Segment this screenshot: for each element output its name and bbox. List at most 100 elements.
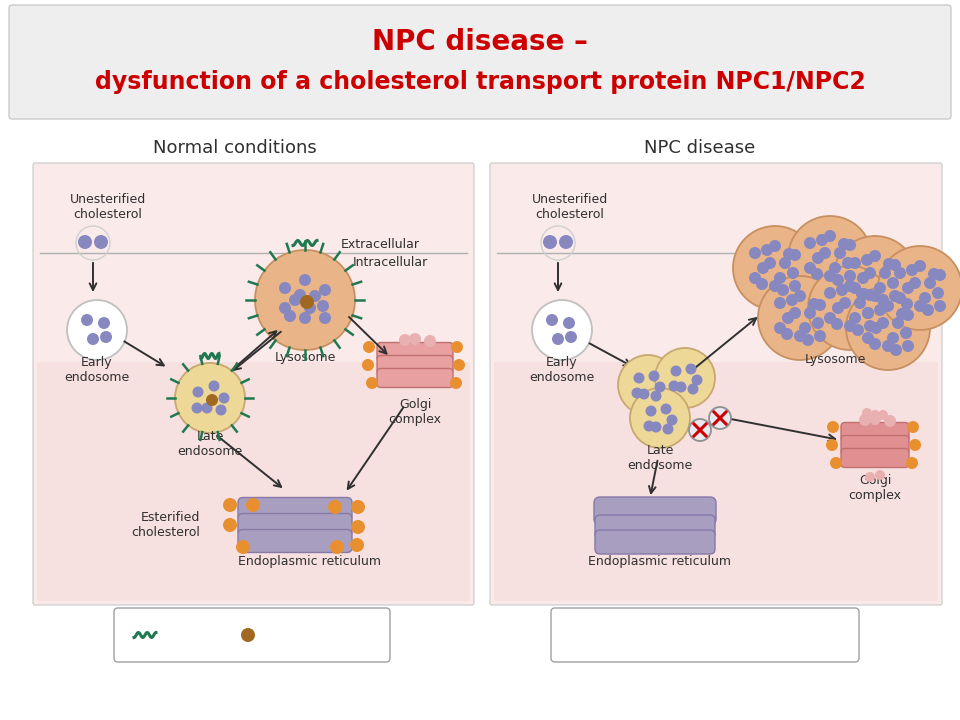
Circle shape xyxy=(366,377,378,389)
Circle shape xyxy=(87,333,99,345)
Circle shape xyxy=(922,304,934,316)
Circle shape xyxy=(733,226,817,310)
Circle shape xyxy=(330,540,344,554)
Circle shape xyxy=(824,312,836,324)
Circle shape xyxy=(864,267,876,279)
Circle shape xyxy=(819,247,831,259)
Circle shape xyxy=(279,302,291,314)
Circle shape xyxy=(685,364,697,374)
Text: Golgi
complex: Golgi complex xyxy=(389,398,442,426)
Circle shape xyxy=(223,518,237,532)
Circle shape xyxy=(869,413,881,425)
Circle shape xyxy=(849,257,861,269)
Circle shape xyxy=(94,235,108,249)
Circle shape xyxy=(632,387,642,398)
Circle shape xyxy=(764,257,776,269)
FancyBboxPatch shape xyxy=(114,608,390,662)
Circle shape xyxy=(834,247,846,259)
Circle shape xyxy=(799,322,811,334)
Circle shape xyxy=(906,457,918,469)
Circle shape xyxy=(884,415,896,427)
Circle shape xyxy=(319,312,331,324)
Circle shape xyxy=(874,282,886,294)
Circle shape xyxy=(175,363,245,433)
Circle shape xyxy=(559,235,573,249)
Circle shape xyxy=(804,262,816,274)
Circle shape xyxy=(709,407,731,429)
Circle shape xyxy=(756,278,768,290)
Circle shape xyxy=(844,320,856,332)
Circle shape xyxy=(826,439,838,451)
Text: Lysosome: Lysosome xyxy=(275,351,336,364)
Circle shape xyxy=(804,237,816,249)
Circle shape xyxy=(78,235,92,249)
Circle shape xyxy=(668,380,680,392)
Circle shape xyxy=(655,382,665,392)
Circle shape xyxy=(363,341,375,353)
Circle shape xyxy=(450,377,462,389)
Circle shape xyxy=(362,359,374,371)
Circle shape xyxy=(832,274,844,286)
Circle shape xyxy=(811,268,823,280)
Circle shape xyxy=(836,284,848,296)
Circle shape xyxy=(649,371,660,382)
Circle shape xyxy=(761,244,773,256)
FancyBboxPatch shape xyxy=(841,436,909,454)
Circle shape xyxy=(832,302,844,314)
Circle shape xyxy=(424,335,436,347)
Text: Extracellular: Extracellular xyxy=(341,238,420,251)
Circle shape xyxy=(634,372,644,384)
Circle shape xyxy=(824,270,836,282)
Circle shape xyxy=(289,294,301,306)
Circle shape xyxy=(687,384,699,395)
Circle shape xyxy=(789,249,801,261)
Circle shape xyxy=(827,421,839,433)
Circle shape xyxy=(757,262,769,274)
Circle shape xyxy=(924,277,936,289)
FancyBboxPatch shape xyxy=(377,343,453,361)
Circle shape xyxy=(774,297,786,309)
Circle shape xyxy=(651,421,661,433)
Text: Endoplasmic reticulum: Endoplasmic reticulum xyxy=(238,554,381,567)
Circle shape xyxy=(877,317,889,329)
Circle shape xyxy=(309,290,321,302)
Circle shape xyxy=(98,317,110,329)
Circle shape xyxy=(779,257,791,269)
Text: NPC1: NPC1 xyxy=(170,628,207,642)
Circle shape xyxy=(570,621,598,649)
Text: Early
endosome: Early endosome xyxy=(529,356,594,384)
Circle shape xyxy=(783,248,795,260)
Circle shape xyxy=(934,300,946,312)
Circle shape xyxy=(532,300,592,360)
Circle shape xyxy=(869,338,881,350)
Circle shape xyxy=(666,415,678,426)
Text: Intracellular: Intracellular xyxy=(352,256,427,269)
Circle shape xyxy=(902,282,914,294)
Circle shape xyxy=(862,408,872,418)
Circle shape xyxy=(844,239,856,251)
Text: Late
endosome: Late endosome xyxy=(628,444,692,472)
Circle shape xyxy=(655,348,715,408)
Circle shape xyxy=(856,288,868,300)
Circle shape xyxy=(907,421,919,433)
Circle shape xyxy=(206,394,218,406)
Circle shape xyxy=(890,344,902,356)
Circle shape xyxy=(769,280,781,292)
Circle shape xyxy=(902,309,914,321)
Circle shape xyxy=(255,250,355,350)
Circle shape xyxy=(787,267,799,279)
FancyBboxPatch shape xyxy=(494,362,938,601)
Circle shape xyxy=(824,287,836,299)
Circle shape xyxy=(749,272,761,284)
Circle shape xyxy=(878,246,960,330)
Text: NPC2: NPC2 xyxy=(261,628,299,642)
Circle shape xyxy=(808,266,892,350)
Text: NPC disease –: NPC disease – xyxy=(372,28,588,56)
FancyBboxPatch shape xyxy=(377,369,453,387)
Circle shape xyxy=(453,359,465,371)
Circle shape xyxy=(294,289,306,301)
Circle shape xyxy=(300,295,314,309)
Circle shape xyxy=(191,402,203,413)
Circle shape xyxy=(852,324,864,336)
Circle shape xyxy=(618,355,678,415)
